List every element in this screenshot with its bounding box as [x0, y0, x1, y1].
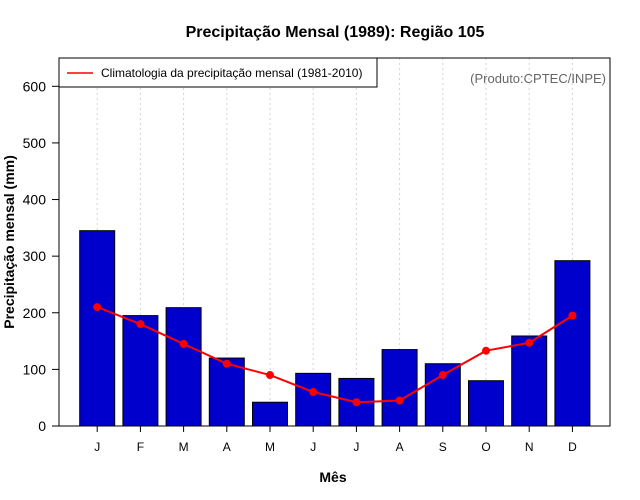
climatology-point	[482, 346, 490, 355]
bar	[424, 363, 461, 427]
x-tick-label: J	[353, 440, 359, 454]
bar	[122, 315, 159, 427]
y-tick-label: 0	[38, 418, 46, 434]
climatology-point	[352, 398, 361, 407]
climatology-line	[96, 306, 573, 404]
x-tick-label: M	[265, 440, 275, 454]
climatology-point	[179, 339, 188, 348]
climatology-point	[93, 303, 102, 312]
climatology-point	[525, 338, 534, 347]
climatology-point	[438, 371, 447, 380]
chart-title: Precipitação Mensal (1989): Região 105	[186, 24, 485, 41]
climatology-point	[266, 371, 274, 380]
x-tick-label: J	[94, 440, 100, 454]
climatology-point	[568, 311, 577, 320]
y-axis-title: Precipitação mensal (mm)	[1, 155, 17, 329]
climatology-point	[309, 388, 318, 397]
legend-label: Climatologia da precipitação mensal (198…	[101, 66, 362, 80]
x-tick-label: S	[439, 440, 447, 454]
credit-text: (Produto:CPTEC/INPE)	[470, 71, 606, 86]
bar	[252, 401, 288, 427]
legend: Climatologia da precipitação mensal (198…	[58, 57, 378, 88]
bar	[511, 335, 548, 427]
x-tick-label: O	[481, 440, 490, 454]
bar	[554, 260, 591, 427]
x-tick-label: M	[179, 440, 189, 454]
x-tick-label: A	[223, 440, 231, 454]
y-tick-label: 400	[23, 192, 47, 208]
climatology-point	[222, 359, 231, 368]
climatology-point	[136, 320, 145, 329]
bar	[468, 380, 504, 427]
climatology-point	[395, 396, 404, 405]
y-axis: 0 100 200 300 400 500 600	[23, 78, 59, 434]
y-tick-label: 100	[23, 361, 47, 377]
y-tick-label: 300	[23, 248, 47, 264]
x-tick-label: N	[525, 440, 534, 454]
bars	[79, 230, 591, 427]
climatology-line-group	[93, 303, 577, 407]
y-tick-label: 500	[23, 135, 47, 151]
x-tick-label: F	[137, 440, 144, 454]
x-axis-title: Mês	[319, 469, 346, 485]
x-tick-label: A	[396, 440, 404, 454]
x-tick-label: D	[568, 440, 577, 454]
legend-box	[58, 57, 378, 88]
y-tick-label: 600	[23, 78, 47, 94]
bar	[165, 307, 202, 427]
bar	[295, 372, 332, 427]
bar	[79, 230, 116, 427]
y-tick-label: 200	[23, 305, 47, 321]
bar	[381, 349, 418, 427]
x-tick-label: J	[310, 440, 316, 454]
bar	[208, 357, 245, 427]
